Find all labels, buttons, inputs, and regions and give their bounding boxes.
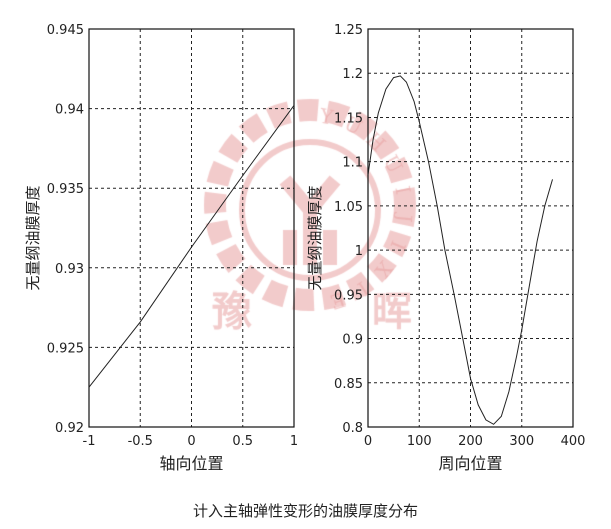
x-tick-label: 0: [187, 434, 195, 449]
y-axis-label: 无量纲油膜厚度: [24, 185, 42, 290]
y-tick-label: 0.95: [334, 288, 363, 303]
plot-1: -1 -0.5 0 0.5 1 0.92 0.925 0.93 0.935 0.94 0.945 轴向…: [24, 23, 298, 473]
y-tick-label: 0.925: [47, 341, 84, 356]
plot-2: 0 100 200 300 400 0.8 0.85 0.9 0.95 1 1.05 1.1 1.15 1…: [306, 23, 585, 473]
x-tick-label: -0.5: [128, 434, 153, 449]
x-tick-label: -1: [83, 434, 96, 449]
y-tick-label: 0.935: [47, 182, 84, 197]
x-tick-label: 100: [407, 434, 432, 449]
data-line: [367, 75, 553, 425]
y-tick-label: 0.945: [47, 23, 84, 38]
plot-frame: [88, 28, 295, 428]
y-tick-label: 1.2: [342, 67, 363, 82]
y-tick-label: 0.9: [342, 333, 363, 348]
x-tick-label: 400: [561, 434, 586, 449]
figure-caption: 计入主轴弹性变形的油膜厚度分布: [192, 502, 418, 520]
y-tick-label: 1: [355, 244, 363, 259]
y-tick-label: 1.25: [334, 23, 363, 38]
y-tick-label: 0.94: [55, 103, 84, 118]
plot-frame: [367, 28, 574, 428]
x-tick-label: 0: [364, 434, 372, 449]
y-tick-label: 0.93: [55, 262, 84, 277]
data-line: [88, 105, 295, 388]
y-axis-label: 无量纲油膜厚度: [306, 185, 324, 290]
y-tick-label: 0.85: [334, 377, 363, 392]
y-tick-label: 1.15: [334, 111, 363, 126]
x-axis-label: 轴向位置: [159, 454, 223, 473]
y-tick-label: 1.1: [342, 156, 363, 171]
y-tick-label: 0.92: [55, 421, 84, 436]
x-tick-label: 200: [458, 434, 483, 449]
y-tick-label: 0.8: [342, 421, 363, 436]
x-tick-label: 0.5: [232, 434, 253, 449]
x-tick-label: 1: [290, 434, 298, 449]
x-axis-label: 周向位置: [438, 454, 502, 473]
x-tick-label: 300: [509, 434, 534, 449]
y-tick-label: 1.05: [334, 200, 363, 215]
